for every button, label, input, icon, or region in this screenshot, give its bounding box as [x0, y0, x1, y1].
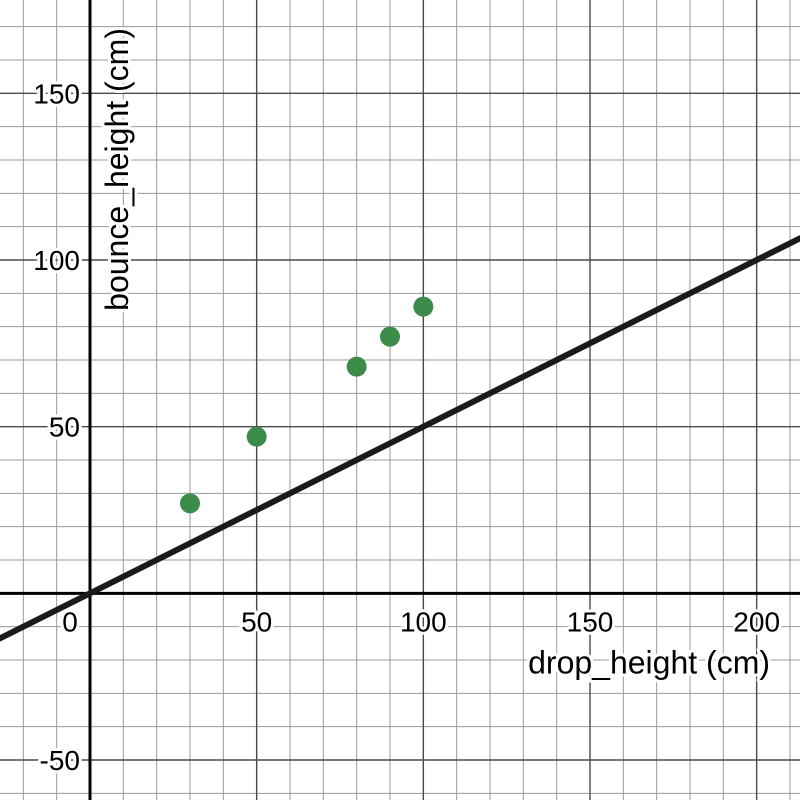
x-tick-label: 150 — [567, 606, 614, 637]
x-tick-label: 200 — [733, 606, 780, 637]
y-tick-label: 50 — [49, 412, 80, 443]
scatter-point — [380, 326, 400, 347]
x-tick-label: 0 — [62, 606, 78, 637]
fit-line — [0, 235, 800, 642]
scatter-points-layer — [180, 296, 434, 514]
x-tick-label: 100 — [400, 606, 447, 637]
scatter-point — [413, 296, 434, 317]
y-tick-label: -50 — [40, 745, 80, 776]
scatter-point — [180, 493, 200, 514]
scatter-point — [246, 426, 267, 447]
y-tick-label: 100 — [33, 245, 80, 276]
x-axis-title: drop_height (cm) — [528, 644, 770, 680]
y-axis-title: bounce_height (cm) — [99, 28, 135, 311]
y-tick-label: 150 — [33, 78, 80, 109]
scatter-point — [346, 356, 367, 377]
x-tick-label: 50 — [241, 606, 272, 637]
tick-labels: 0 50 100 150 200 -50 50 100 150 — [30, 75, 783, 779]
fit-line-layer — [0, 235, 800, 642]
